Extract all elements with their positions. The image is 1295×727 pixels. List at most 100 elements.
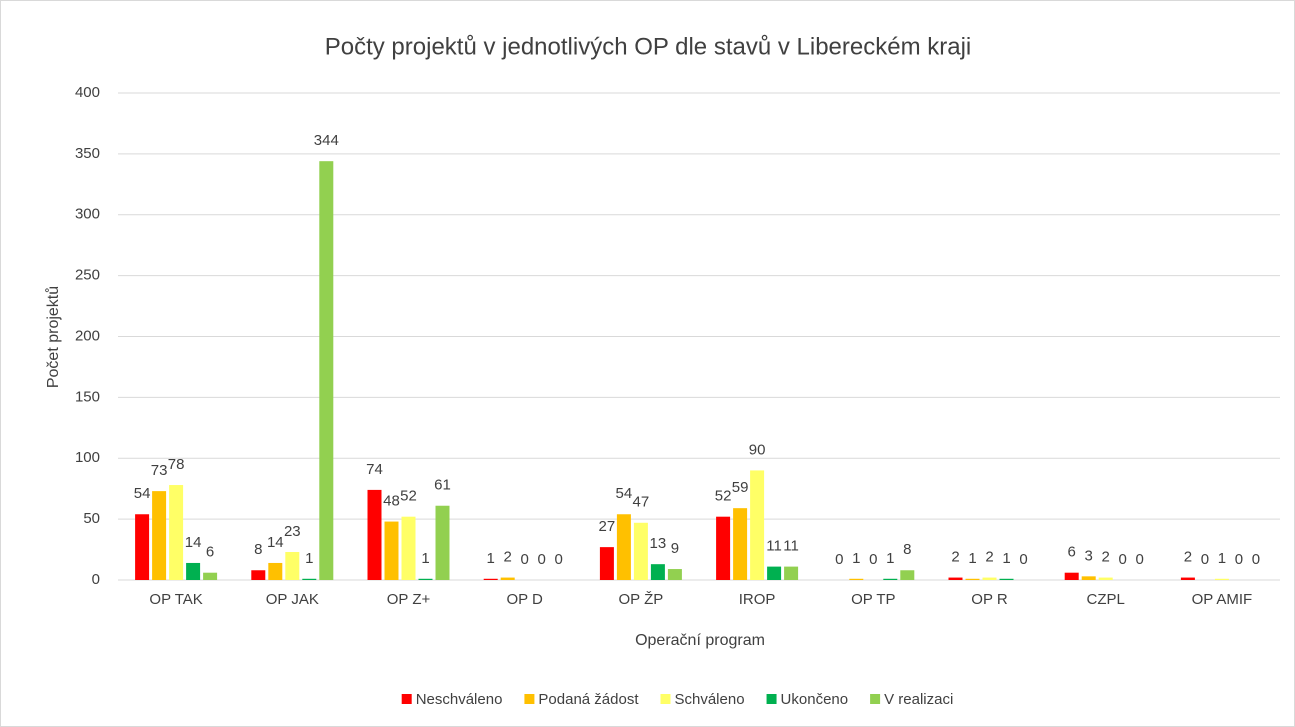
bar — [965, 578, 980, 580]
bar — [384, 521, 399, 580]
data-label: 0 — [521, 551, 529, 568]
bar — [784, 566, 799, 580]
y-tick-label: 350 — [75, 145, 100, 162]
x-axis-label: Operační program — [635, 632, 765, 649]
x-tick-label: OP JAK — [266, 591, 319, 608]
bar — [483, 578, 498, 580]
data-label: 0 — [1136, 551, 1144, 568]
legend-label: Neschváleno — [416, 691, 503, 708]
data-label: 1 — [968, 550, 976, 567]
y-tick-label: 250 — [75, 267, 100, 284]
bar — [650, 564, 665, 580]
legend-swatch — [660, 694, 671, 704]
y-tick-label: 100 — [75, 449, 100, 466]
data-label: 52 — [400, 488, 417, 505]
x-tick-label: OP AMIF — [1192, 591, 1253, 608]
x-tick-label: OP TAK — [149, 591, 202, 608]
bar — [599, 547, 614, 580]
data-label: 14 — [267, 534, 284, 551]
bar — [982, 577, 997, 580]
bar — [169, 485, 184, 580]
data-label: 0 — [555, 551, 563, 568]
bar — [367, 489, 382, 580]
data-label: 2 — [985, 549, 993, 566]
data-label: 6 — [1068, 544, 1076, 561]
bar — [186, 562, 201, 580]
data-label: 11 — [783, 538, 799, 555]
data-label: 2 — [1102, 549, 1110, 566]
data-label: 27 — [599, 518, 616, 535]
data-label: 2 — [1184, 549, 1192, 566]
data-label: 54 — [134, 485, 151, 502]
data-label: 1 — [1218, 550, 1226, 567]
data-label: 23 — [284, 523, 301, 540]
y-tick-label: 300 — [75, 206, 100, 223]
bar — [268, 562, 283, 580]
bar — [401, 516, 416, 580]
bar — [733, 508, 748, 580]
x-tick-label: CZPL — [1087, 591, 1125, 608]
data-label: 1 — [1002, 550, 1010, 567]
data-label: 1 — [305, 550, 313, 567]
bar — [302, 578, 317, 580]
data-label: 0 — [1252, 551, 1260, 568]
bar — [1180, 577, 1195, 580]
data-label: 14 — [185, 534, 202, 551]
bar — [435, 505, 450, 580]
y-tick-label: 400 — [75, 84, 100, 101]
data-label: 78 — [168, 456, 185, 473]
data-label: 0 — [538, 551, 546, 568]
legend-swatch — [870, 694, 881, 704]
bar — [251, 570, 266, 580]
bar — [418, 578, 433, 580]
bar — [616, 514, 631, 580]
bar — [750, 470, 765, 580]
x-tick-label: OP D — [506, 591, 543, 608]
data-label: 48 — [383, 493, 400, 510]
legend-swatch — [401, 694, 412, 704]
legend-swatch — [524, 694, 535, 704]
x-tick-label: OP Z+ — [387, 591, 431, 608]
bar — [1064, 572, 1079, 580]
data-label: 11 — [766, 538, 782, 555]
bar — [1214, 578, 1229, 580]
x-tick-label: OP ŽP — [619, 591, 664, 608]
data-label: 1 — [852, 550, 860, 567]
data-label: 61 — [434, 477, 451, 494]
data-label: 0 — [869, 551, 877, 568]
legend-label: Schváleno — [674, 691, 744, 708]
chart-title: Počty projektů v jednotlivých OP dle sta… — [325, 33, 972, 60]
bar — [849, 578, 864, 580]
data-label: 59 — [732, 479, 749, 496]
bar — [152, 491, 167, 580]
x-tick-label: IROP — [739, 591, 776, 608]
bar — [767, 566, 782, 580]
data-label: 8 — [903, 541, 911, 558]
data-label: 52 — [715, 488, 732, 505]
data-label: 0 — [1119, 551, 1127, 568]
data-label: 1 — [886, 550, 894, 567]
data-label: 73 — [151, 462, 168, 479]
legend-swatch — [766, 694, 777, 704]
bar — [135, 514, 150, 580]
data-label: 3 — [1085, 547, 1093, 564]
x-tick-label: OP TP — [851, 591, 895, 608]
data-label: 13 — [650, 535, 667, 552]
legend-label: V realizaci — [884, 691, 953, 708]
legend-label: Podaná žádost — [538, 691, 639, 708]
y-tick-label: 50 — [83, 510, 100, 527]
bar — [319, 161, 334, 580]
data-label: 0 — [1201, 551, 1209, 568]
bar — [948, 577, 963, 580]
data-label: 90 — [749, 441, 766, 458]
bar — [900, 570, 915, 580]
bar — [667, 569, 682, 580]
bar — [1098, 577, 1113, 580]
bar — [203, 572, 218, 580]
data-label: 1 — [421, 550, 429, 567]
data-label: 2 — [504, 549, 512, 566]
bar — [883, 578, 898, 580]
data-label: 0 — [1019, 551, 1027, 568]
